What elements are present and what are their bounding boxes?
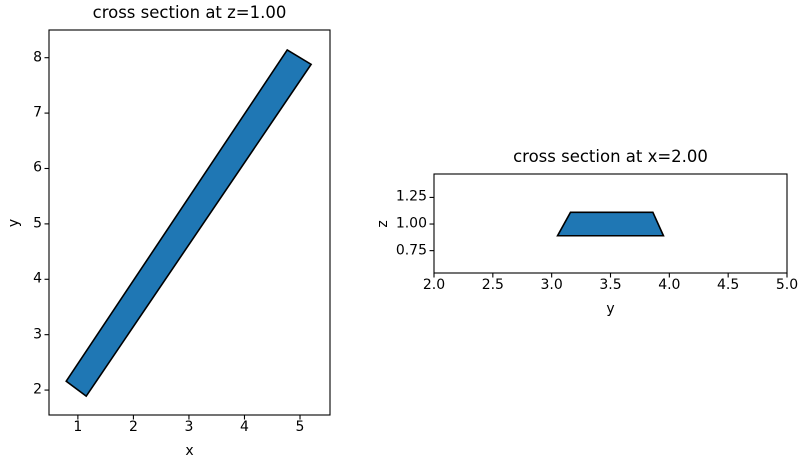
y-tick-label: 3: [33, 326, 42, 343]
y-tick-label: 1.00: [395, 215, 427, 232]
x-tick-label: 5.0: [775, 277, 799, 293]
y-tick-label: 1.25: [395, 188, 427, 205]
x-tick-label: 4: [240, 419, 249, 435]
left-plot-title: cross section at z=1.00: [92, 3, 287, 22]
x-tick-label: 4.0: [658, 277, 681, 293]
beam-cross-section-polygon: [65, 48, 313, 398]
x-tick-label: 5: [295, 419, 305, 435]
axes-frame: [48, 29, 331, 416]
y-tick-label: 7: [33, 104, 42, 121]
x-tick-label: 1: [73, 419, 83, 435]
x-tick-label: 4.5: [717, 277, 740, 293]
y-tick-label: 6: [33, 159, 42, 176]
x-tick-label: 3: [184, 419, 194, 435]
beam-cross-section-polygon: [556, 211, 665, 237]
y-tick-label: 0.75: [395, 242, 427, 259]
x-tick-label: 3.5: [599, 277, 622, 293]
right-plot-title: cross section at x=2.00: [513, 147, 708, 166]
left-plot-xaxis-label: x: [185, 443, 194, 459]
x-tick-label: 2: [128, 419, 138, 435]
y-tick-label: 8: [33, 49, 42, 66]
x-tick-label: 2.0: [422, 277, 446, 293]
y-tick-label: 4: [33, 270, 42, 287]
x-tick-label: 3.0: [540, 277, 563, 293]
right-plot-xaxis-label: y: [606, 301, 615, 317]
x-tick-label: 2.5: [481, 277, 504, 293]
y-tick-label: 2: [33, 381, 42, 398]
y-tick-label: 5: [33, 215, 42, 232]
